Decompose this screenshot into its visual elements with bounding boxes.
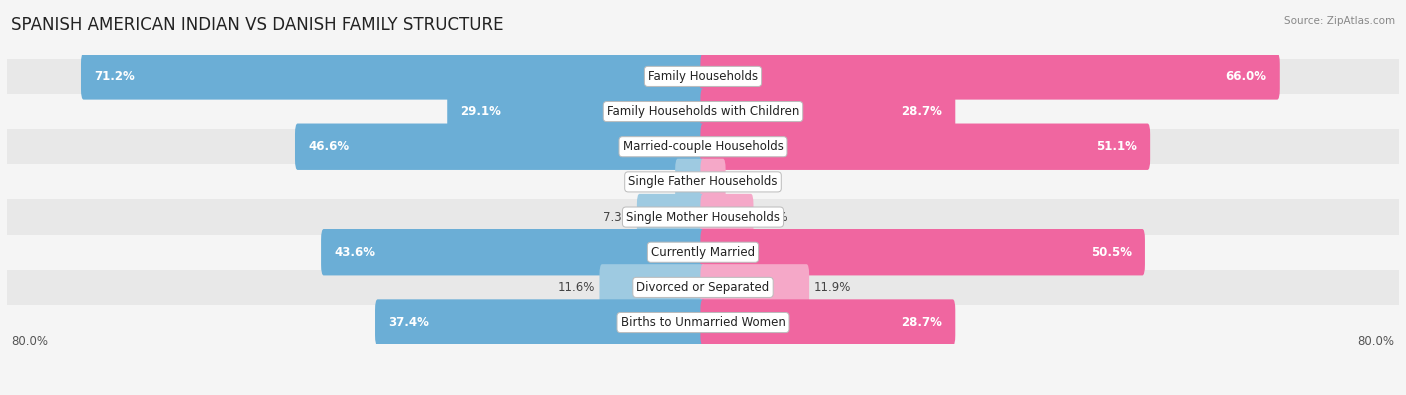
Text: 71.2%: 71.2%	[94, 70, 135, 83]
Text: 50.5%: 50.5%	[1091, 246, 1132, 259]
FancyBboxPatch shape	[599, 264, 706, 310]
Text: 37.4%: 37.4%	[388, 316, 429, 329]
FancyBboxPatch shape	[700, 159, 725, 205]
FancyBboxPatch shape	[700, 229, 1144, 275]
Text: 2.9%: 2.9%	[641, 175, 671, 188]
Text: 7.3%: 7.3%	[603, 211, 633, 224]
Text: 80.0%: 80.0%	[1358, 335, 1395, 348]
FancyBboxPatch shape	[700, 53, 1279, 100]
Text: Married-couple Households: Married-couple Households	[623, 140, 783, 153]
FancyBboxPatch shape	[700, 88, 955, 135]
Bar	[7, 235, 1399, 270]
Text: 28.7%: 28.7%	[901, 105, 942, 118]
Text: 66.0%: 66.0%	[1226, 70, 1267, 83]
Text: 11.9%: 11.9%	[814, 281, 851, 294]
Text: 29.1%: 29.1%	[460, 105, 501, 118]
Bar	[7, 305, 1399, 340]
Text: Family Households with Children: Family Households with Children	[607, 105, 799, 118]
FancyBboxPatch shape	[447, 88, 706, 135]
Text: 5.5%: 5.5%	[758, 211, 787, 224]
Text: Family Households: Family Households	[648, 70, 758, 83]
Text: Source: ZipAtlas.com: Source: ZipAtlas.com	[1284, 16, 1395, 26]
Text: Single Father Households: Single Father Households	[628, 175, 778, 188]
Text: Single Mother Households: Single Mother Households	[626, 211, 780, 224]
Bar	[7, 164, 1399, 199]
FancyBboxPatch shape	[700, 124, 1150, 170]
Text: Divorced or Separated: Divorced or Separated	[637, 281, 769, 294]
FancyBboxPatch shape	[700, 299, 955, 346]
Bar	[7, 270, 1399, 305]
FancyBboxPatch shape	[700, 194, 754, 240]
Bar	[7, 94, 1399, 129]
FancyBboxPatch shape	[700, 264, 808, 310]
Text: 46.6%: 46.6%	[308, 140, 349, 153]
Text: 51.1%: 51.1%	[1097, 140, 1137, 153]
Bar	[7, 129, 1399, 164]
Text: 2.3%: 2.3%	[730, 175, 759, 188]
Bar	[7, 59, 1399, 94]
Text: 80.0%: 80.0%	[11, 335, 48, 348]
FancyBboxPatch shape	[82, 53, 706, 100]
Bar	[7, 199, 1399, 235]
Text: 11.6%: 11.6%	[558, 281, 595, 294]
FancyBboxPatch shape	[637, 194, 706, 240]
Text: Currently Married: Currently Married	[651, 246, 755, 259]
Text: SPANISH AMERICAN INDIAN VS DANISH FAMILY STRUCTURE: SPANISH AMERICAN INDIAN VS DANISH FAMILY…	[11, 16, 503, 34]
FancyBboxPatch shape	[321, 229, 706, 275]
FancyBboxPatch shape	[675, 159, 706, 205]
FancyBboxPatch shape	[375, 299, 706, 346]
Text: 28.7%: 28.7%	[901, 316, 942, 329]
Text: Births to Unmarried Women: Births to Unmarried Women	[620, 316, 786, 329]
FancyBboxPatch shape	[295, 124, 706, 170]
Text: 43.6%: 43.6%	[335, 246, 375, 259]
